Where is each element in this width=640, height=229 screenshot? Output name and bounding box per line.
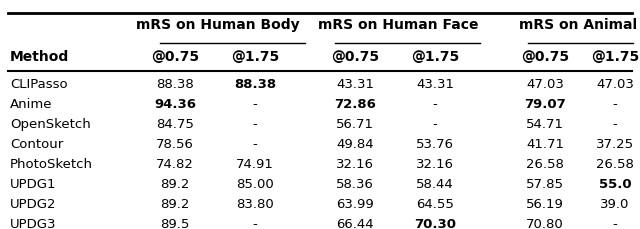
Text: OpenSketch: OpenSketch: [10, 117, 91, 131]
Text: -: -: [253, 117, 257, 131]
Text: 43.31: 43.31: [336, 78, 374, 91]
Text: mRS on Animal: mRS on Animal: [519, 18, 637, 32]
Text: 79.07: 79.07: [524, 98, 566, 111]
Text: 89.5: 89.5: [160, 217, 189, 229]
Text: 84.75: 84.75: [156, 117, 194, 131]
Text: @0.75: @0.75: [151, 50, 199, 64]
Text: 63.99: 63.99: [336, 197, 374, 210]
Text: @1.75: @1.75: [231, 50, 279, 64]
Text: 47.03: 47.03: [596, 78, 634, 91]
Text: -: -: [433, 98, 437, 111]
Text: 53.76: 53.76: [416, 137, 454, 150]
Text: 43.31: 43.31: [416, 78, 454, 91]
Text: 55.0: 55.0: [598, 177, 631, 190]
Text: 26.58: 26.58: [526, 157, 564, 170]
Text: 89.2: 89.2: [160, 177, 189, 190]
Text: 66.44: 66.44: [336, 217, 374, 229]
Text: @0.75: @0.75: [331, 50, 379, 64]
Text: -: -: [612, 217, 618, 229]
Text: UPDG2: UPDG2: [10, 197, 56, 210]
Text: -: -: [612, 98, 618, 111]
Text: 78.56: 78.56: [156, 137, 194, 150]
Text: 47.03: 47.03: [526, 78, 564, 91]
Text: @1.75: @1.75: [591, 50, 639, 64]
Text: 74.91: 74.91: [236, 157, 274, 170]
Text: -: -: [612, 117, 618, 131]
Text: 54.71: 54.71: [526, 117, 564, 131]
Text: 58.36: 58.36: [336, 177, 374, 190]
Text: 72.86: 72.86: [334, 98, 376, 111]
Text: 56.71: 56.71: [336, 117, 374, 131]
Text: Anime: Anime: [10, 98, 52, 111]
Text: 49.84: 49.84: [336, 137, 374, 150]
Text: 26.58: 26.58: [596, 157, 634, 170]
Text: -: -: [433, 117, 437, 131]
Text: 32.16: 32.16: [416, 157, 454, 170]
Text: @0.75: @0.75: [521, 50, 569, 64]
Text: UPDG3: UPDG3: [10, 217, 56, 229]
Text: mRS on Human Body: mRS on Human Body: [136, 18, 300, 32]
Text: 70.30: 70.30: [414, 217, 456, 229]
Text: -: -: [253, 217, 257, 229]
Text: mRS on Human Face: mRS on Human Face: [317, 18, 478, 32]
Text: 56.19: 56.19: [526, 197, 564, 210]
Text: 58.44: 58.44: [416, 177, 454, 190]
Text: 89.2: 89.2: [160, 197, 189, 210]
Text: 88.38: 88.38: [234, 78, 276, 91]
Text: 88.38: 88.38: [156, 78, 194, 91]
Text: @1.75: @1.75: [411, 50, 459, 64]
Text: 41.71: 41.71: [526, 137, 564, 150]
Text: PhotoSketch: PhotoSketch: [10, 157, 93, 170]
Text: 94.36: 94.36: [154, 98, 196, 111]
Text: 70.80: 70.80: [526, 217, 564, 229]
Text: Contour: Contour: [10, 137, 63, 150]
Text: 37.25: 37.25: [596, 137, 634, 150]
Text: 74.82: 74.82: [156, 157, 194, 170]
Text: 64.55: 64.55: [416, 197, 454, 210]
Text: 85.00: 85.00: [236, 177, 274, 190]
Text: Method: Method: [10, 50, 69, 64]
Text: 83.80: 83.80: [236, 197, 274, 210]
Text: CLIPasso: CLIPasso: [10, 78, 68, 91]
Text: 57.85: 57.85: [526, 177, 564, 190]
Text: -: -: [253, 137, 257, 150]
Text: -: -: [253, 98, 257, 111]
Text: UPDG1: UPDG1: [10, 177, 56, 190]
Text: 39.0: 39.0: [600, 197, 630, 210]
Text: 32.16: 32.16: [336, 157, 374, 170]
